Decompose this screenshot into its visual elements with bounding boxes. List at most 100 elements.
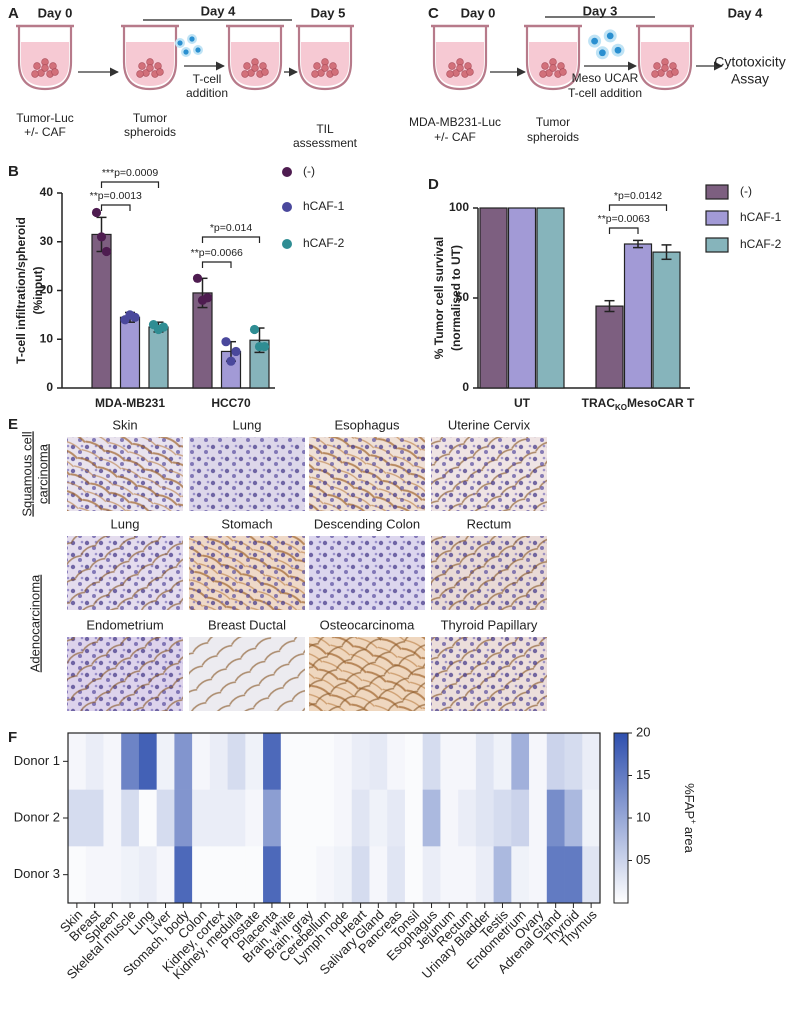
t-cell bbox=[183, 49, 189, 55]
diagram-caption: Tumor-Luc bbox=[16, 111, 74, 125]
heatmap-cell bbox=[174, 846, 193, 904]
tube bbox=[431, 24, 489, 91]
heatmap-cell bbox=[209, 789, 228, 847]
heatmap-cell bbox=[263, 733, 282, 790]
significance-bracket bbox=[201, 236, 261, 243]
heatmap-cell bbox=[369, 733, 388, 790]
bar bbox=[119, 316, 141, 389]
heatmap-cell bbox=[316, 789, 335, 847]
group-label: Adenocarcinoma bbox=[27, 574, 42, 672]
bar bbox=[479, 207, 508, 389]
diagram-caption: T-cell bbox=[193, 72, 222, 86]
y-axis-label: T-cell infiltration/spheroid bbox=[14, 217, 28, 364]
group-label: carcinoma bbox=[35, 443, 50, 504]
heatmap-cell bbox=[334, 846, 353, 904]
significance-bracket bbox=[201, 261, 232, 268]
colorbar-label-part: + bbox=[689, 819, 698, 824]
heatmap-cell bbox=[404, 846, 423, 904]
heatmap-cell bbox=[68, 846, 87, 904]
data-point bbox=[96, 232, 107, 242]
x-tick-label: MDA-MB231 bbox=[95, 396, 165, 410]
histology-texture bbox=[309, 637, 425, 711]
tumor-cell bbox=[661, 64, 669, 72]
bar bbox=[536, 207, 565, 389]
x-tick-label: TRACKOMesoCAR T bbox=[582, 396, 695, 412]
heatmap-cell bbox=[493, 733, 512, 790]
histology-texture bbox=[189, 637, 305, 711]
x-tick-label-part: KO bbox=[615, 403, 627, 412]
legend-label: hCAF-2 bbox=[740, 237, 782, 251]
heatmap-cell bbox=[316, 733, 335, 790]
heatmap-cell bbox=[85, 733, 104, 790]
heatmap-cell bbox=[121, 789, 140, 847]
heatmap-cell bbox=[68, 733, 87, 790]
diagram-caption: TIL bbox=[316, 122, 334, 136]
heatmap-cell bbox=[422, 789, 441, 847]
y-tick-label: 0 bbox=[46, 380, 53, 394]
legend-label: hCAF-1 bbox=[303, 199, 345, 213]
tumor-cell bbox=[466, 68, 474, 76]
tube bbox=[296, 24, 354, 91]
heatmap-cell bbox=[192, 846, 211, 904]
y-tick-label: 20 bbox=[40, 283, 54, 297]
histology-texture bbox=[309, 536, 425, 610]
error-bar bbox=[661, 244, 672, 261]
t-cell bbox=[614, 46, 622, 54]
t-cell bbox=[189, 36, 195, 42]
heatmap-cell bbox=[546, 733, 565, 790]
heatmap-cell bbox=[156, 846, 175, 904]
heatmap-cell bbox=[227, 846, 246, 904]
diagram-caption: Cytotoxicity bbox=[714, 54, 786, 70]
tumor-cell bbox=[448, 62, 456, 70]
colorbar-label-part: area bbox=[682, 827, 697, 854]
heatmap-cell bbox=[263, 846, 282, 904]
heatmap-cell bbox=[121, 846, 140, 904]
heatmap-cell bbox=[529, 789, 548, 847]
heatmap-cell bbox=[85, 789, 104, 847]
heatmap-cell bbox=[280, 789, 299, 847]
heatmap-cell bbox=[387, 846, 406, 904]
tissue-label: Skin bbox=[112, 417, 137, 432]
tube-outline bbox=[637, 26, 693, 91]
tissue-label: Uterine Cervix bbox=[448, 417, 531, 432]
tumor-cell bbox=[321, 64, 329, 72]
legend-marker bbox=[705, 184, 729, 200]
data-point bbox=[249, 324, 260, 335]
panel-label: A bbox=[8, 5, 19, 22]
colorbar-tick-label: 20 bbox=[636, 724, 650, 739]
diagram-caption: MDA-MB231-Luc bbox=[409, 115, 501, 129]
heatmap-cell bbox=[529, 846, 548, 904]
t-cell bbox=[599, 49, 606, 57]
legend-marker bbox=[282, 239, 292, 249]
tumor-cell bbox=[671, 68, 679, 76]
t-cell bbox=[606, 32, 614, 40]
heatmap-cell bbox=[174, 733, 193, 790]
heatmap-cell bbox=[245, 733, 264, 790]
heatmap-cell bbox=[192, 789, 211, 847]
tube-outline bbox=[122, 26, 178, 91]
y-tick-label: 30 bbox=[40, 234, 54, 248]
tumor-cell bbox=[243, 62, 251, 70]
diagram-caption: Tumor bbox=[536, 115, 570, 129]
day-label: Day 4 bbox=[201, 3, 236, 18]
tube bbox=[121, 24, 179, 91]
legend-label: hCAF-2 bbox=[303, 236, 345, 250]
histology-texture bbox=[431, 437, 547, 511]
error-bar bbox=[633, 239, 643, 249]
heatmap-cell bbox=[564, 733, 583, 790]
heatmap-cell bbox=[493, 789, 512, 847]
heatmap-cell bbox=[334, 733, 353, 790]
diagram-caption: +/- CAF bbox=[434, 130, 476, 144]
heatmap-cell bbox=[369, 846, 388, 904]
data-point bbox=[130, 312, 140, 322]
histology-texture bbox=[67, 637, 183, 711]
diagram-caption: +/- CAF bbox=[24, 125, 66, 139]
x-tick-label-part: MesoCAR T bbox=[627, 396, 695, 410]
bar bbox=[652, 251, 681, 389]
y-axis-label: % Tumor cell survival bbox=[432, 237, 446, 360]
colorbar-tick-label: 15 bbox=[636, 767, 650, 782]
diagram-caption: T-cell addition bbox=[568, 86, 642, 100]
tumor-cell bbox=[156, 68, 164, 76]
histology-texture bbox=[309, 437, 425, 511]
